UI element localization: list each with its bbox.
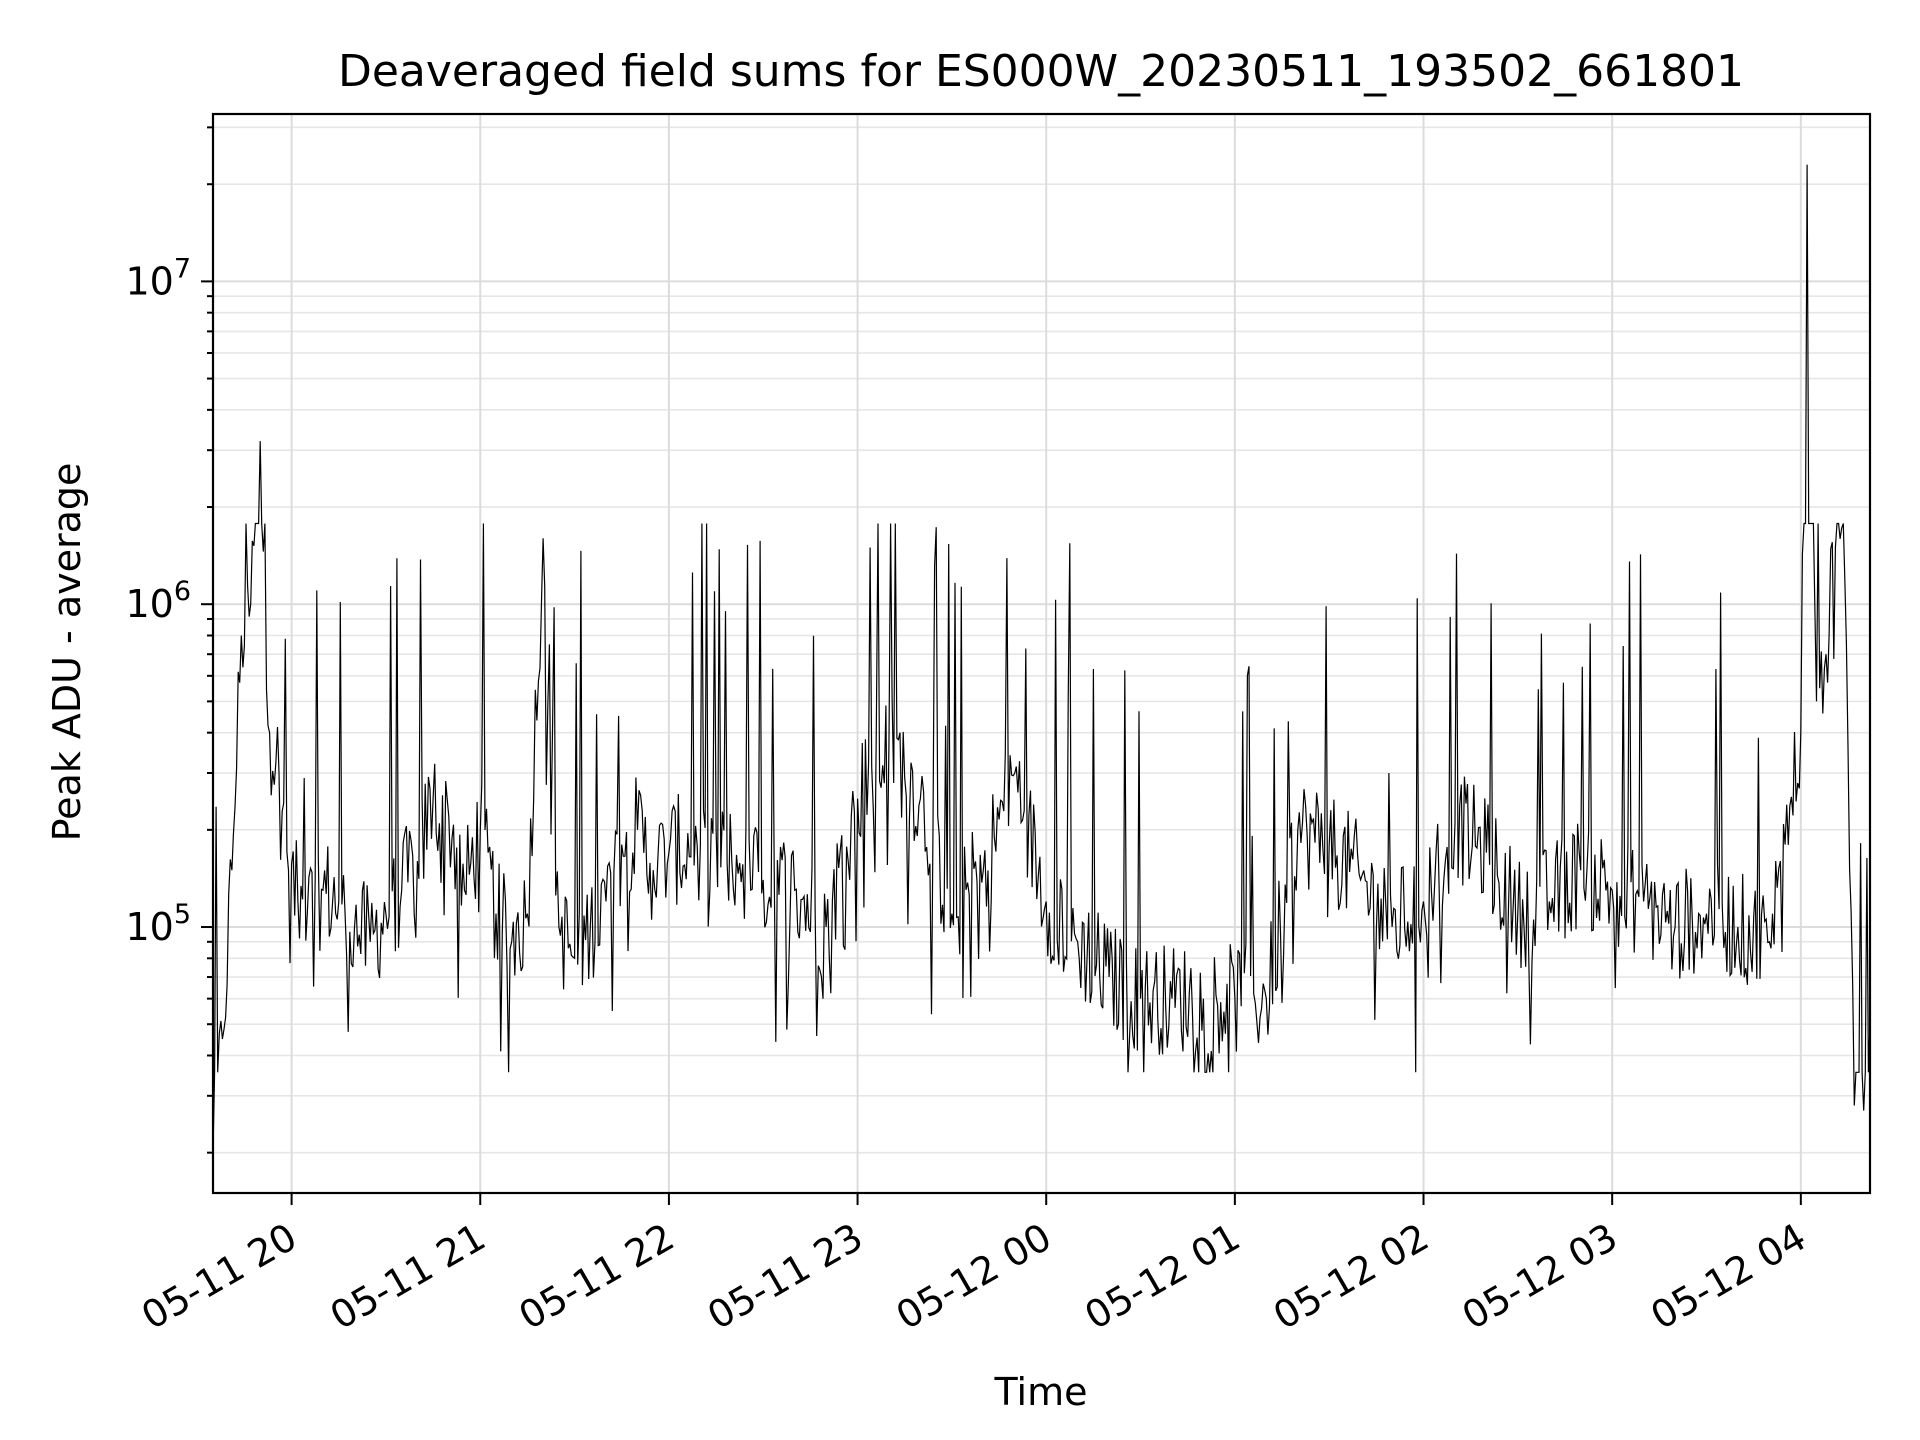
chart-title: Deaveraged field sums for ES000W_2023051… xyxy=(338,46,1744,97)
y-tick-label: 105 xyxy=(125,899,191,949)
x-axis-label: Time xyxy=(994,1370,1088,1414)
series-layer xyxy=(212,164,1871,1153)
series-line xyxy=(212,164,1871,1153)
y-axis-label: Peak ADU - average xyxy=(45,463,89,842)
y-tick-label: 106 xyxy=(125,576,191,626)
grid-layer xyxy=(213,114,1870,1193)
y-tick-label: 107 xyxy=(125,253,191,303)
